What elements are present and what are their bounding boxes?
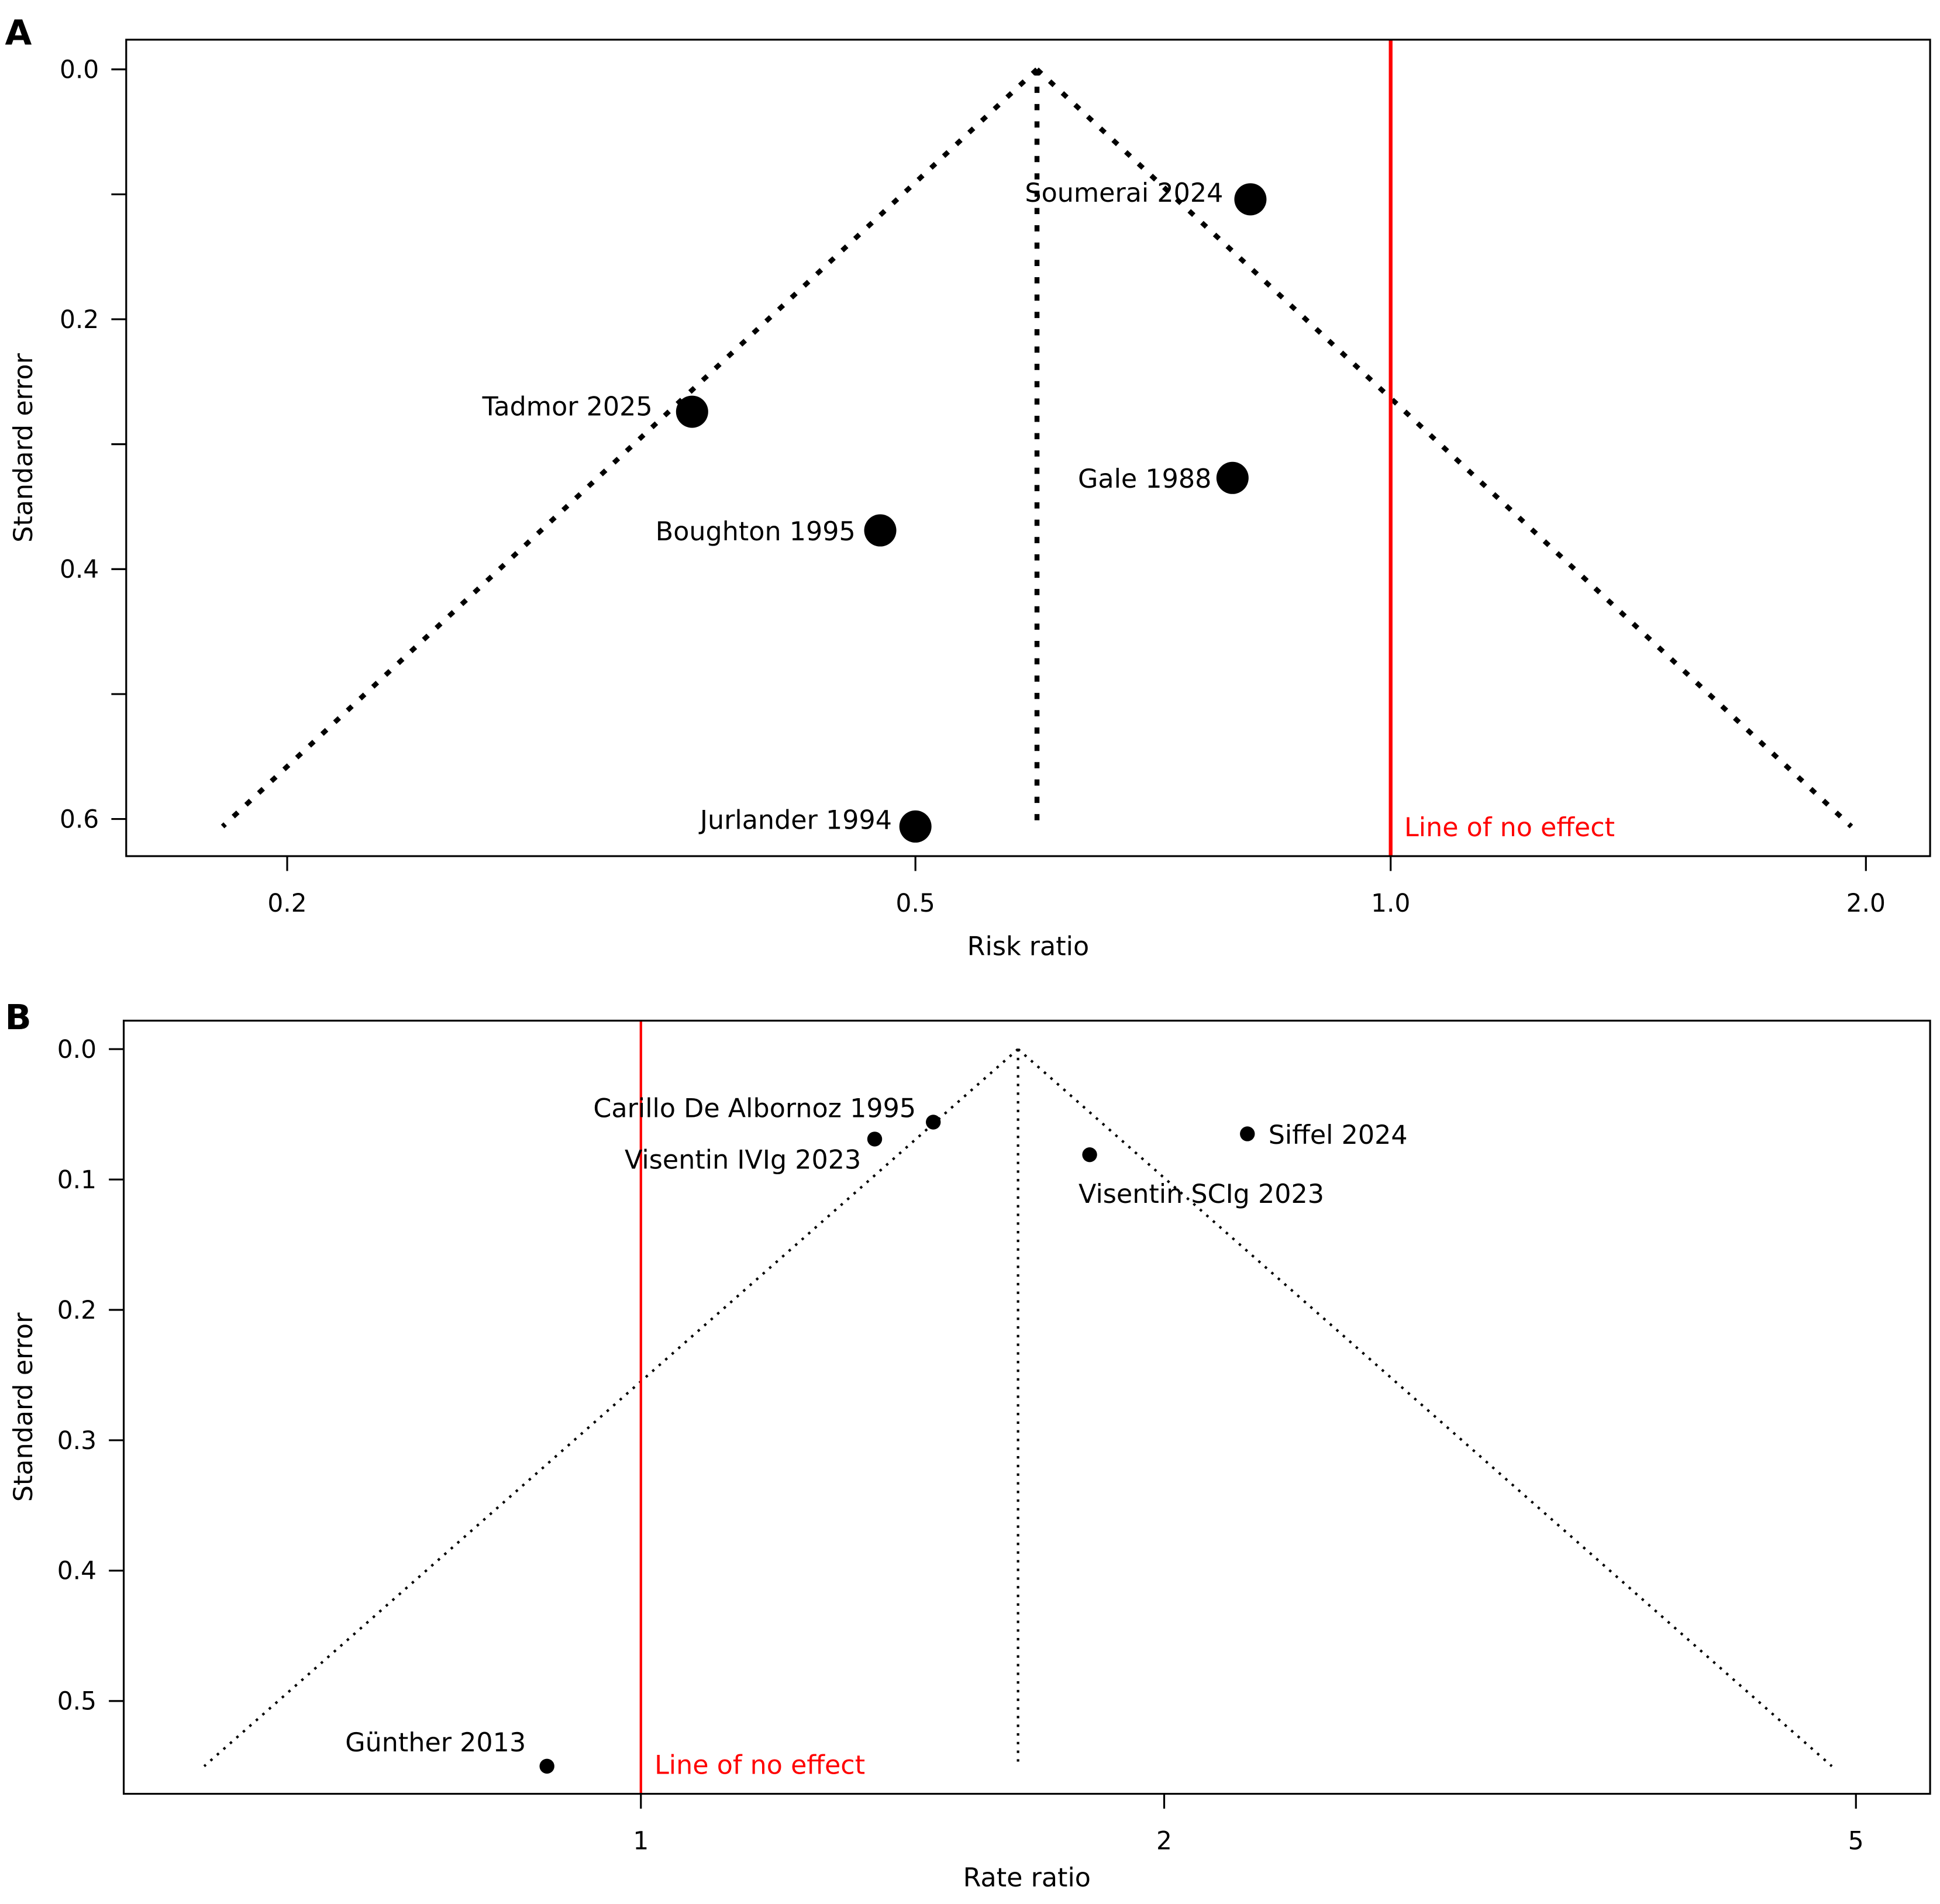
line-of-no-effect-label: Line of no effect: [654, 1751, 865, 1781]
y-tick-label: 0.4: [57, 1557, 97, 1585]
panel-B: B Line of no effect 1 2 5 0.0 0.1 0.2 0.3 0.4 0.5 R…: [5, 997, 1931, 1893]
x-tick-label: 2: [1156, 1827, 1172, 1855]
study-label: Tadmor 2025: [482, 392, 653, 422]
study-point: [539, 1758, 554, 1774]
panel-A: A Line of no effect 0.2 0.5 1.0 2.0 0.0 0.2 0.4 0…: [5, 12, 1931, 961]
y-tick-label: 0.1: [57, 1165, 97, 1194]
study-point: [864, 514, 897, 547]
y-axis-label: Standard error: [9, 353, 39, 542]
study-point: [1240, 1126, 1255, 1141]
y-tick-label: 0.4: [60, 555, 99, 584]
study-label: Visentin SCIg 2023: [1078, 1179, 1324, 1209]
study-point: [899, 810, 932, 843]
y-tick-label: 0.6: [60, 805, 99, 833]
plot-frame: [122, 1019, 1931, 1795]
study-label: Boughton 1995: [656, 517, 856, 547]
study-label: Visentin IVIg 2023: [625, 1146, 861, 1175]
x-tick-label: 0.2: [267, 889, 306, 917]
funnel-left-line: [203, 1048, 1019, 1767]
x-tick-label: 1.0: [1371, 889, 1410, 917]
study-label: Gale 1988: [1078, 464, 1211, 494]
y-tick-label: 0.3: [57, 1426, 97, 1455]
y-tick-label: 0.0: [60, 55, 99, 84]
y-tick-label: 0.0: [57, 1035, 97, 1064]
x-tick-label: 0.5: [896, 889, 935, 917]
funnel-left-line: [220, 67, 1039, 829]
study-point: [926, 1115, 941, 1130]
study-label: Carillo De Albornoz 1995: [593, 1094, 916, 1123]
study-point: [1216, 461, 1249, 494]
y-axis-label: Standard error: [9, 1312, 39, 1502]
plot-frame: [125, 39, 1931, 857]
study-label: Jurlander 1994: [698, 806, 892, 836]
study-point: [676, 395, 708, 428]
line-of-no-effect-label: Line of no effect: [1404, 813, 1615, 843]
panel-label: B: [5, 997, 31, 1037]
x-axis-label: Risk ratio: [967, 932, 1090, 961]
x-axis-label: Rate ratio: [963, 1863, 1091, 1893]
study-label: Soumerai 2024: [1025, 178, 1223, 208]
study-point: [867, 1132, 883, 1147]
y-tick-label: 0.2: [57, 1296, 97, 1324]
study-label: Siffel 2024: [1269, 1120, 1408, 1150]
y-tick-label: 0.2: [60, 305, 99, 334]
panel-label: A: [5, 12, 32, 53]
study-point: [1082, 1147, 1097, 1163]
study-point: [1234, 183, 1267, 216]
study-label: Günther 2013: [345, 1728, 526, 1758]
x-tick-label: 2.0: [1846, 889, 1886, 917]
x-tick-label: 1: [633, 1827, 649, 1855]
funnel-right-line: [1017, 1048, 1833, 1767]
y-tick-label: 0.5: [57, 1687, 97, 1716]
x-tick-label: 5: [1848, 1827, 1864, 1855]
funnel-right-line: [1035, 67, 1853, 829]
